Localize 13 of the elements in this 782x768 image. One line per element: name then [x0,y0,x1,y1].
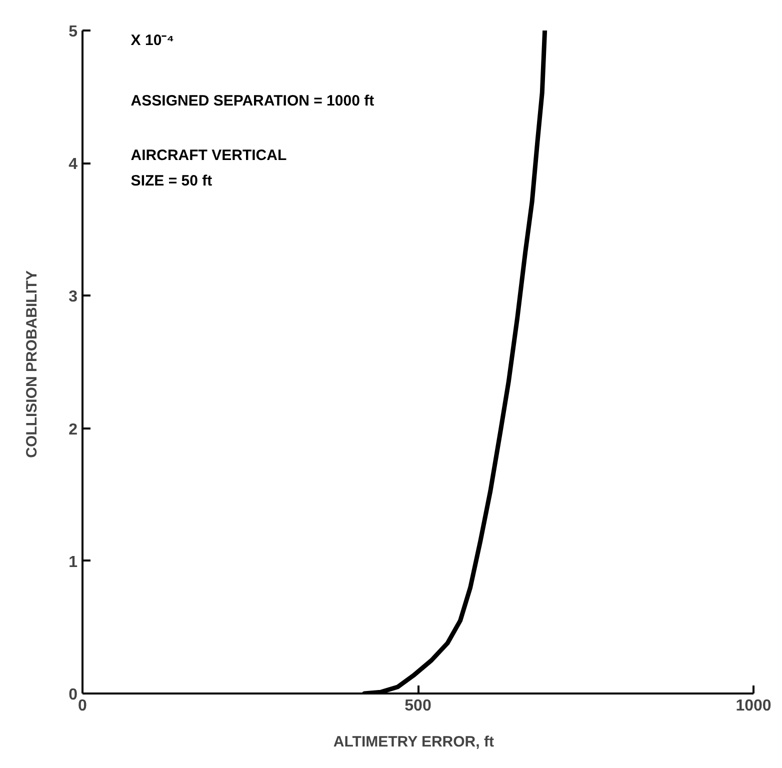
y-axis-title: COLLISION PROBABILITY [24,270,41,458]
y-tick-label: 0 [68,686,78,704]
y-tick-label: 2 [68,421,78,438]
y-tick-label: 1 [68,554,78,571]
y-tick-label: 3 [68,288,78,306]
annotation: X 10⁻⁴ [130,32,174,49]
x-tick-label: 1000 [736,698,772,714]
y-tick-label: 5 [68,24,78,40]
annotation: ASSIGNED SEPARATION = 1000 ft [130,92,374,110]
x-tick-label: 500 [404,698,432,714]
y-tick-label: 4 [68,156,78,174]
x-axis-title: ALTIMETRY ERROR, ft [333,734,494,750]
annotation: AIRCRAFT VERTICAL SIZE = 50 ft [130,147,287,190]
